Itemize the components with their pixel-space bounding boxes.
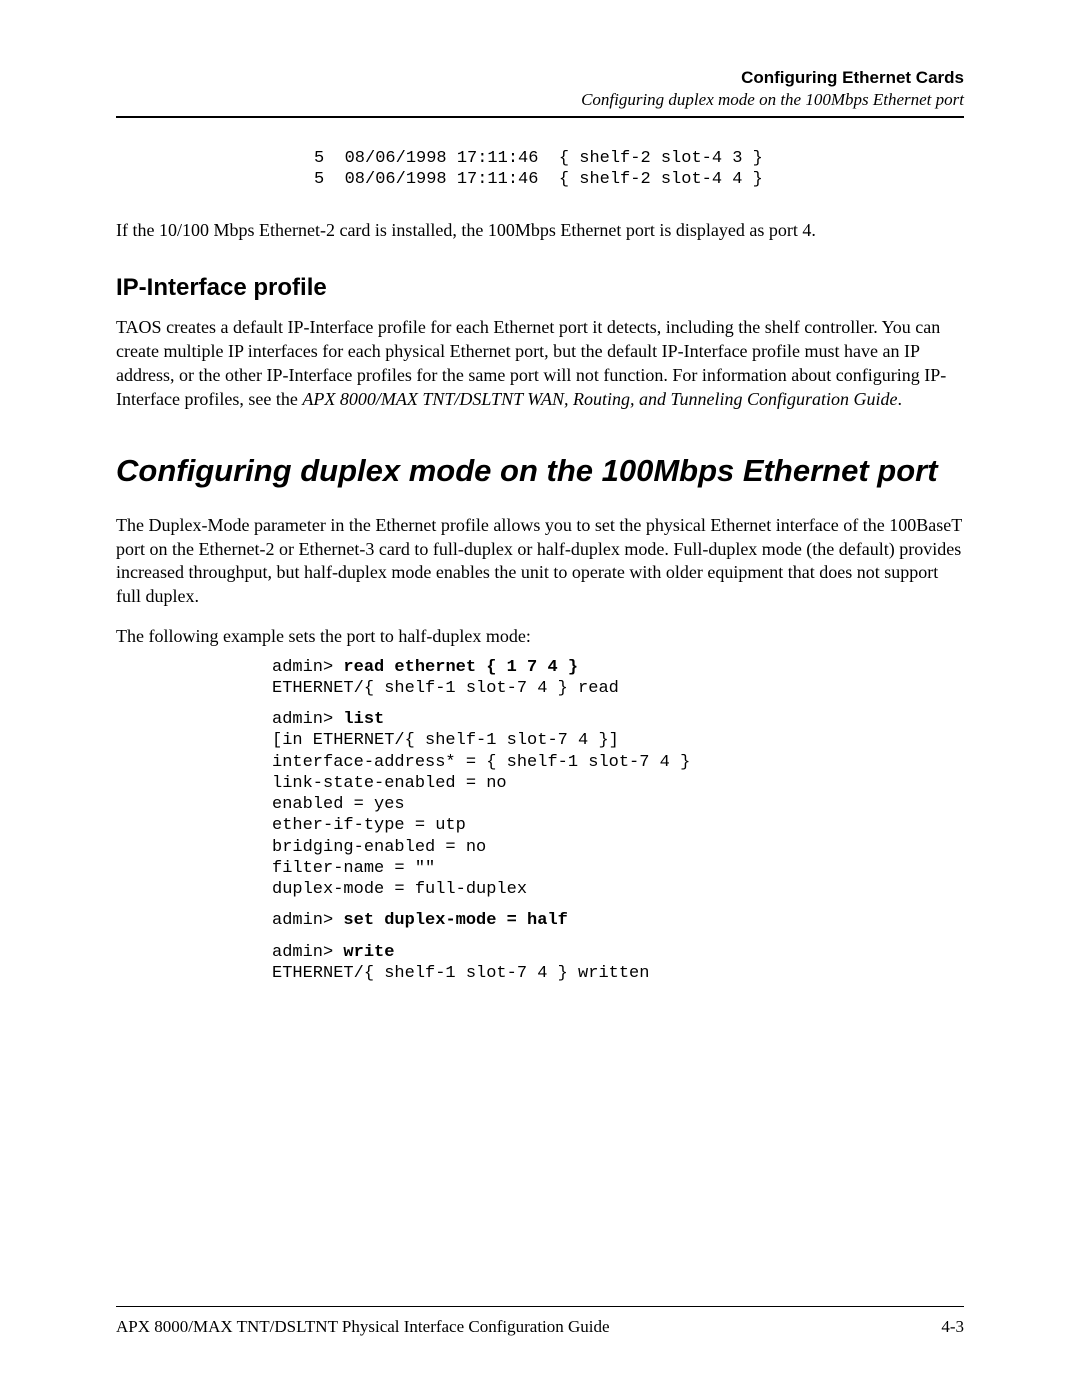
code-line: 5 08/06/1998 17:11:46 { shelf-2 slot-4 4… <box>314 169 964 190</box>
output-line: interface-address* = { shelf-1 slot-7 4 … <box>272 753 690 772</box>
output-line: filter-name = "" <box>272 859 435 878</box>
output-line: ETHERNET/{ shelf-1 slot-7 4 } read <box>272 679 619 698</box>
prompt: admin> <box>272 710 343 729</box>
paragraph: The following example sets the port to h… <box>116 625 964 649</box>
text: . <box>898 389 903 409</box>
heading-duplex: Configuring duplex mode on the 100Mbps E… <box>116 453 964 490</box>
command: read ethernet { 1 7 4 } <box>343 658 578 677</box>
command-block: admin> set duplex-mode = half <box>272 910 964 931</box>
command-block: admin> write ETHERNET/{ shelf-1 slot-7 4… <box>272 942 964 985</box>
page-footer: APX 8000/MAX TNT/DSLTNT Physical Interfa… <box>116 1306 964 1337</box>
command: write <box>343 943 394 962</box>
footer-page-number: 4-3 <box>941 1317 964 1337</box>
footer-book-title: APX 8000/MAX TNT/DSLTNT Physical Interfa… <box>116 1317 610 1337</box>
header-chapter: Configuring Ethernet Cards <box>116 68 964 88</box>
reference-title: APX 8000/MAX TNT/DSLTNT WAN, Routing, an… <box>302 389 897 409</box>
output-line: bridging-enabled = no <box>272 838 486 857</box>
output-line: duplex-mode = full-duplex <box>272 880 527 899</box>
top-code-block: 5 08/06/1998 17:11:46 { shelf-2 slot-4 3… <box>238 148 964 191</box>
heading-ip-interface: IP-Interface profile <box>116 274 964 302</box>
running-header: Configuring Ethernet Cards Configuring d… <box>116 68 964 110</box>
prompt: admin> <box>272 658 343 677</box>
prompt: admin> <box>272 943 343 962</box>
prompt: admin> <box>272 911 343 930</box>
command-block: admin> read ethernet { 1 7 4 } ETHERNET/… <box>272 657 964 700</box>
page: Configuring Ethernet Cards Configuring d… <box>0 0 1080 1397</box>
paragraph: If the 10/100 Mbps Ethernet-2 card is in… <box>116 219 964 243</box>
command: set duplex-mode = half <box>343 911 567 930</box>
output-line: ETHERNET/{ shelf-1 slot-7 4 } written <box>272 964 649 983</box>
header-section: Configuring duplex mode on the 100Mbps E… <box>116 90 964 110</box>
output-line: link-state-enabled = no <box>272 774 507 793</box>
output-line: ether-if-type = utp <box>272 816 466 835</box>
output-line: enabled = yes <box>272 795 405 814</box>
footer-rule <box>116 1306 964 1307</box>
paragraph: The Duplex-Mode parameter in the Etherne… <box>116 514 964 609</box>
paragraph: TAOS creates a default IP-Interface prof… <box>116 316 964 411</box>
output-line: [in ETHERNET/{ shelf-1 slot-7 4 }] <box>272 731 619 750</box>
header-rule <box>116 116 964 118</box>
command-block: admin> list [in ETHERNET/{ shelf-1 slot-… <box>272 709 964 900</box>
command: list <box>343 710 384 729</box>
code-line: 5 08/06/1998 17:11:46 { shelf-2 slot-4 3… <box>314 148 964 169</box>
command-session: admin> read ethernet { 1 7 4 } ETHERNET/… <box>238 657 964 985</box>
